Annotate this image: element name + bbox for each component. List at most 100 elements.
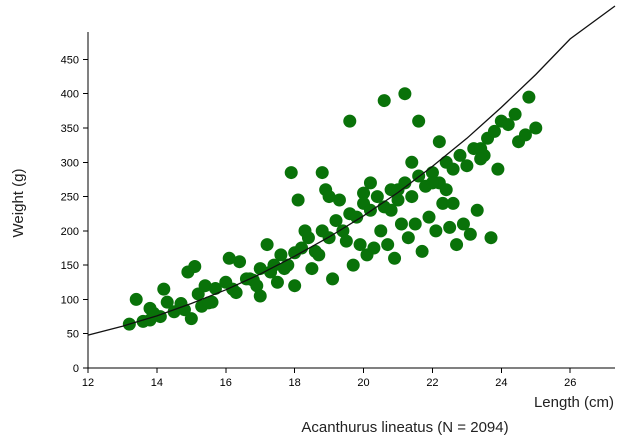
data-point <box>305 262 319 276</box>
data-point <box>460 159 474 173</box>
data-point <box>250 279 264 293</box>
data-point <box>405 155 419 169</box>
y-tick-label: 400 <box>61 89 79 101</box>
data-point <box>394 217 408 231</box>
data-point <box>339 234 353 248</box>
data-point <box>425 176 439 190</box>
data-point <box>487 124 501 138</box>
data-point <box>264 265 278 279</box>
data-point <box>329 214 343 228</box>
data-point <box>274 248 288 262</box>
data-point <box>370 190 384 204</box>
data-point <box>439 183 453 197</box>
x-tick-label: 22 <box>426 377 438 389</box>
x-axis-title: Length (cm) <box>534 394 614 411</box>
data-point <box>401 231 415 245</box>
data-point <box>415 244 429 258</box>
data-point <box>522 90 536 104</box>
data-point <box>350 210 364 224</box>
data-point <box>291 193 305 207</box>
data-point <box>391 183 405 197</box>
data-point <box>408 217 422 231</box>
data-point <box>474 152 488 166</box>
data-point <box>288 279 302 293</box>
data-point <box>315 166 329 180</box>
data-point <box>143 313 157 327</box>
x-ticks: 12 14 16 18 20 22 24 26 <box>82 368 576 389</box>
data-point <box>443 220 457 234</box>
y-tick-label: 200 <box>61 226 79 238</box>
data-point <box>198 279 212 293</box>
data-point <box>508 107 522 121</box>
data-point <box>343 114 357 128</box>
x-tick-label: 12 <box>82 377 94 389</box>
data-point <box>456 217 470 231</box>
x-tick-label: 16 <box>220 377 232 389</box>
axes <box>87 32 615 369</box>
x-tick-label: 14 <box>151 377 163 389</box>
data-point <box>432 135 446 149</box>
data-point <box>298 224 312 238</box>
x-tick-label: 20 <box>357 377 369 389</box>
chart-caption: Acanthurus lineatus (N = 2094) <box>301 419 508 436</box>
data-point <box>229 286 243 300</box>
data-point <box>188 260 202 274</box>
data-point <box>284 166 298 180</box>
y-tick-label: 150 <box>61 260 79 272</box>
data-point <box>184 312 198 326</box>
data-point <box>429 224 443 238</box>
data-point <box>160 295 174 309</box>
data-point <box>405 190 419 204</box>
x-tick-label: 18 <box>289 377 301 389</box>
data-point <box>336 224 350 238</box>
data-point <box>377 94 391 108</box>
y-tick-label: 450 <box>61 54 79 66</box>
x-tick-label: 26 <box>564 377 576 389</box>
data-point <box>470 203 484 217</box>
data-point <box>446 196 460 210</box>
data-point <box>322 190 336 204</box>
data-point <box>353 238 367 252</box>
data-point <box>367 241 381 255</box>
data-point <box>129 292 143 306</box>
y-axis-title: Weight (g) <box>10 169 27 238</box>
data-point <box>312 248 326 262</box>
data-point <box>391 193 405 207</box>
data-point <box>260 238 274 252</box>
y-tick-label: 350 <box>61 123 79 135</box>
data-point <box>332 193 346 207</box>
data-point <box>208 281 222 295</box>
data-point <box>398 87 412 101</box>
y-tick-label: 250 <box>61 192 79 204</box>
data-point <box>346 258 360 272</box>
data-point <box>446 162 460 176</box>
data-point <box>384 203 398 217</box>
y-tick-label: 50 <box>67 329 79 341</box>
data-point <box>518 128 532 142</box>
data-point <box>233 255 247 269</box>
y-tick-label: 100 <box>61 294 79 306</box>
y-tick-label: 0 <box>73 363 79 375</box>
data-point <box>501 118 515 132</box>
data-point <box>277 262 291 276</box>
data-point <box>157 282 171 296</box>
data-point <box>450 238 464 252</box>
data-point <box>491 162 505 176</box>
data-point <box>463 227 477 241</box>
data-point <box>388 251 402 265</box>
data-point <box>326 272 340 286</box>
data-points <box>122 87 543 331</box>
data-point <box>422 210 436 224</box>
data-point <box>436 196 450 210</box>
data-point <box>453 148 467 162</box>
data-point <box>529 121 543 135</box>
data-point <box>381 238 395 252</box>
data-point <box>357 186 371 200</box>
y-ticks: 0 50 100 150 200 250 300 350 400 450 <box>61 54 88 375</box>
y-tick-label: 300 <box>61 157 79 169</box>
data-point <box>222 251 236 265</box>
data-point <box>374 224 388 238</box>
data-point <box>412 114 426 128</box>
fit-curve <box>87 5 616 336</box>
